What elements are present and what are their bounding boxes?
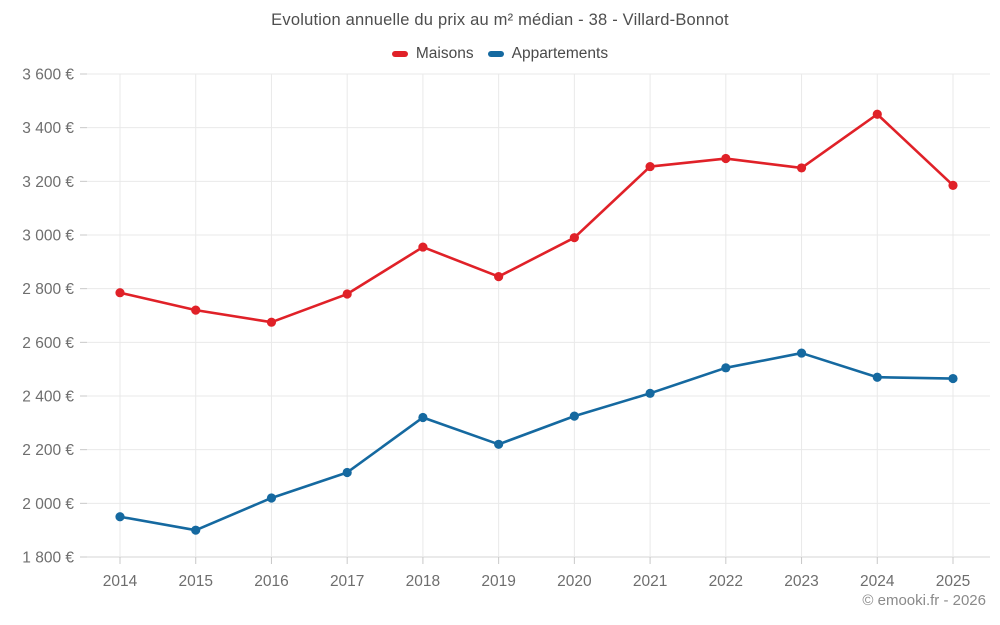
data-point-maisons-2014[interactable] — [115, 288, 125, 298]
data-point-maisons-2025[interactable] — [948, 180, 958, 190]
maisons-color-swatch-icon — [391, 51, 408, 57]
x-tick-label: 2025 — [936, 573, 970, 590]
x-tick-label: 2019 — [481, 573, 515, 590]
x-tick-label: 2020 — [557, 573, 592, 590]
x-tick-label: 2014 — [103, 573, 138, 590]
legend-item-maisons[interactable]: Maisons — [391, 45, 474, 63]
y-tick-label: 2 000 € — [22, 496, 74, 513]
data-point-maisons-2023[interactable] — [796, 163, 807, 173]
data-point-appartements-2018[interactable] — [418, 412, 428, 423]
x-tick-label: 2018 — [406, 573, 440, 590]
data-point-maisons-2024[interactable] — [872, 109, 882, 119]
series-line-appartements — [118, 351, 955, 532]
data-point-maisons-2016[interactable] — [266, 317, 277, 327]
x-tick-label: 2024 — [860, 573, 895, 590]
chart-title: Evolution annuelle du prix au m² médian … — [271, 11, 729, 29]
y-tick-label: 3 400 € — [22, 120, 74, 137]
data-point-maisons-2015[interactable] — [191, 305, 201, 315]
y-tick-label: 3 600 € — [22, 67, 74, 84]
x-tick-label: 2023 — [784, 573, 818, 590]
y-tick-label: 2 800 € — [22, 281, 74, 298]
attribution-text: © emooki.fr - 2026 — [862, 592, 986, 609]
data-point-appartements-2016[interactable] — [266, 493, 277, 503]
y-tick-label: 3 000 € — [22, 228, 74, 245]
data-point-appartements-2020[interactable] — [569, 411, 579, 421]
data-point-appartements-2019[interactable] — [494, 439, 504, 449]
data-point-appartements-2024[interactable] — [872, 372, 882, 382]
data-point-appartements-2015[interactable] — [191, 525, 201, 535]
data-point-maisons-2019[interactable] — [494, 271, 504, 282]
data-point-appartements-2025[interactable] — [948, 373, 958, 384]
data-point-appartements-2023[interactable] — [796, 348, 807, 358]
legend: Maisons Appartements — [0, 45, 1000, 63]
y-tick-label: 2 200 € — [22, 442, 74, 459]
data-point-appartements-2021[interactable] — [645, 388, 655, 398]
y-tick-label: 2 600 € — [22, 335, 74, 352]
y-tick-label: 1 800 € — [22, 550, 74, 567]
legend-label-maisons: Maisons — [415, 45, 474, 62]
data-point-maisons-2021[interactable] — [645, 161, 655, 172]
data-point-appartements-2022[interactable] — [721, 363, 731, 373]
data-point-maisons-2018[interactable] — [418, 242, 428, 252]
appartements-color-swatch-icon — [487, 51, 504, 57]
series-line-maisons — [118, 112, 955, 324]
x-tick-label: 2017 — [330, 573, 364, 590]
x-tick-label: 2021 — [633, 573, 667, 590]
data-point-appartements-2017[interactable] — [342, 467, 352, 478]
y-tick-label: 3 200 € — [22, 174, 74, 191]
legend-item-appartements[interactable]: Appartements — [487, 45, 609, 63]
x-tick-label: 2016 — [254, 573, 288, 590]
data-point-maisons-2022[interactable] — [721, 153, 731, 164]
x-tick-label: 2022 — [709, 573, 743, 590]
x-tick-label: 2015 — [178, 573, 212, 590]
data-point-maisons-2020[interactable] — [569, 233, 579, 243]
y-tick-label: 2 400 € — [22, 389, 74, 406]
legend-label-appartements: Appartements — [511, 45, 609, 62]
data-point-maisons-2017[interactable] — [342, 289, 352, 299]
data-point-appartements-2014[interactable] — [115, 512, 125, 522]
